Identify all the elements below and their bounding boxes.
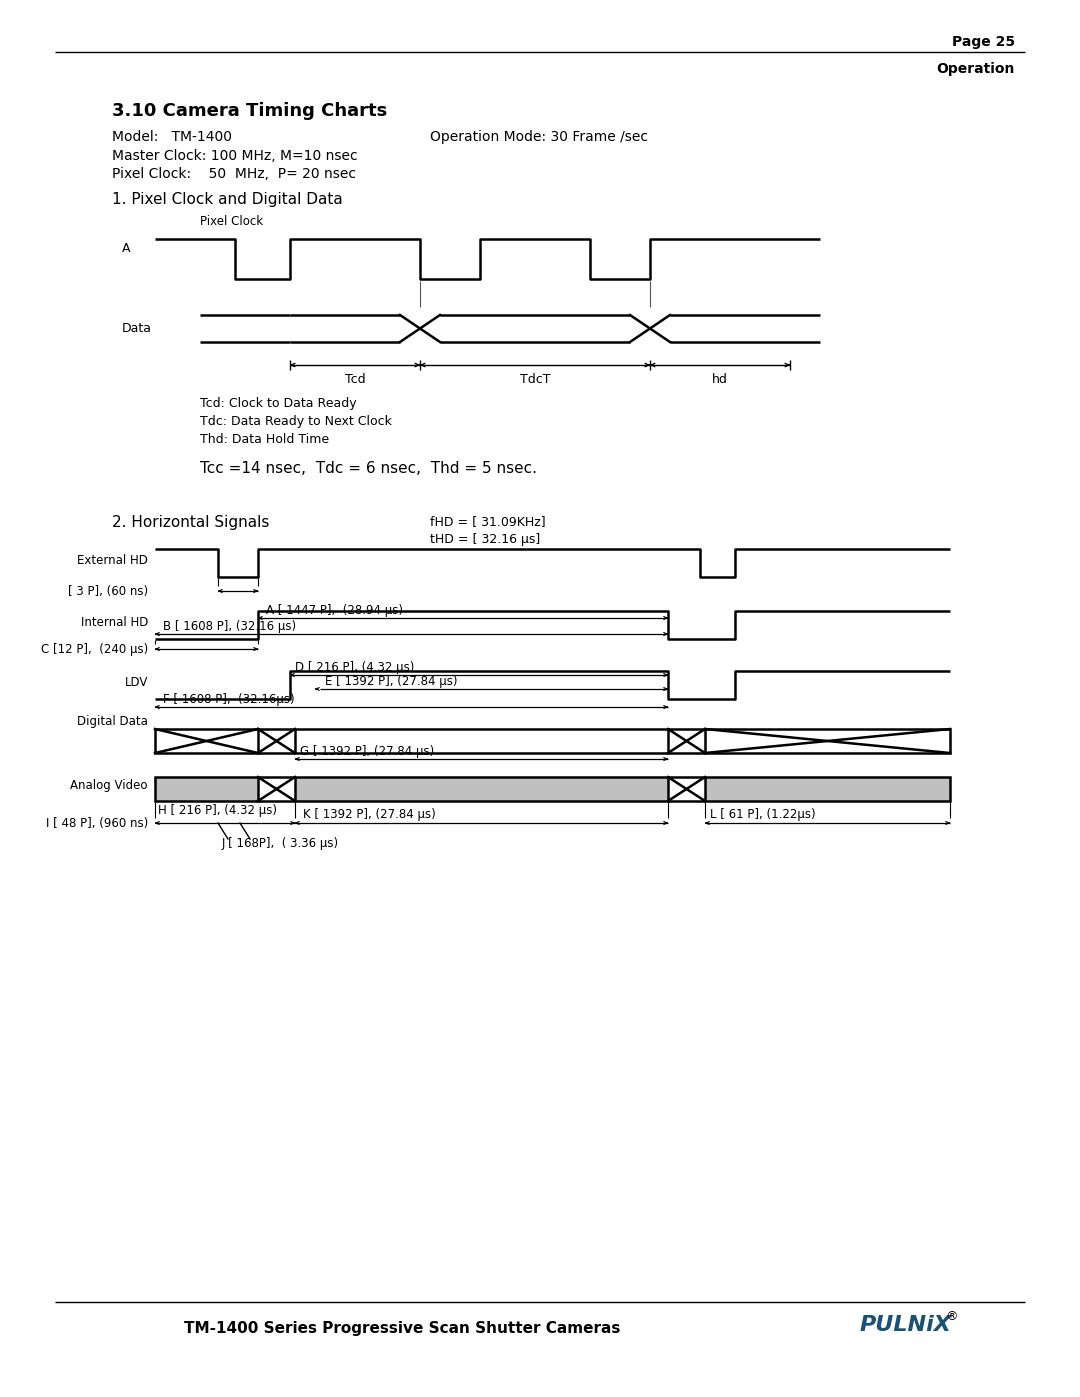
Text: LDV: LDV [124,676,148,689]
Text: I [ 48 P], (960 ns): I [ 48 P], (960 ns) [45,816,148,830]
Text: 3.10 Camera Timing Charts: 3.10 Camera Timing Charts [112,102,388,120]
Text: hd: hd [712,373,728,386]
Text: Pixel Clock: Pixel Clock [200,215,264,228]
Text: Model:   TM-1400: Model: TM-1400 [112,130,232,144]
Text: Internal HD: Internal HD [81,616,148,629]
Text: External HD: External HD [77,553,148,567]
Text: A: A [122,243,131,256]
Text: [ 3 P], (60 ns): [ 3 P], (60 ns) [68,584,148,598]
Text: 1. Pixel Clock and Digital Data: 1. Pixel Clock and Digital Data [112,191,342,207]
Text: ®: ® [945,1310,958,1323]
Text: Thd: Data Hold Time: Thd: Data Hold Time [200,433,329,446]
Text: D [ 216 P], (4.32 μs): D [ 216 P], (4.32 μs) [295,661,415,673]
Text: K [ 1392 P], (27.84 μs): K [ 1392 P], (27.84 μs) [303,807,435,821]
Text: B [ 1608 P], (32.16 μs): B [ 1608 P], (32.16 μs) [163,620,296,633]
Text: C [12 P],  (240 μs): C [12 P], (240 μs) [41,643,148,655]
Text: J [ 168P],  ( 3.36 μs): J [ 168P], ( 3.36 μs) [222,837,339,849]
Text: Pixel Clock:    50  MHz,  P= 20 nsec: Pixel Clock: 50 MHz, P= 20 nsec [112,168,356,182]
Text: Operation: Operation [936,61,1015,75]
Text: Page 25: Page 25 [951,35,1015,49]
Text: H [ 216 P], (4.32 μs): H [ 216 P], (4.32 μs) [158,805,276,817]
Bar [156,777,258,800]
Text: Data: Data [122,323,152,335]
Text: G [ 1392 P], (27.84 μs): G [ 1392 P], (27.84 μs) [300,745,434,759]
Bar [705,729,950,753]
Text: L [ 61 P], (1.22μs): L [ 61 P], (1.22μs) [710,807,815,821]
Bar [156,729,258,753]
Text: F [ 1608 P],  (32.16μs): F [ 1608 P], (32.16μs) [163,693,295,705]
Text: fHD = [ 31.09KHz]: fHD = [ 31.09KHz] [430,515,545,528]
Text: TM-1400 Series Progressive Scan Shutter Cameras: TM-1400 Series Progressive Scan Shutter … [184,1322,620,1337]
Text: Operation Mode: 30 Frame /sec: Operation Mode: 30 Frame /sec [430,130,648,144]
Text: Tcc =14 nsec,  Tdc = 6 nsec,  Thd = 5 nsec.: Tcc =14 nsec, Tdc = 6 nsec, Thd = 5 nsec… [200,461,537,476]
Text: Analog Video: Analog Video [70,780,148,792]
Text: A [ 1447 P],  (28.94 μs): A [ 1447 P], (28.94 μs) [266,604,403,617]
Text: Tcd: Clock to Data Ready: Tcd: Clock to Data Ready [200,397,356,409]
Bar [295,729,669,753]
Text: Tcd: Tcd [345,373,365,386]
Text: tHD = [ 32.16 μs]: tHD = [ 32.16 μs] [430,534,540,546]
Text: Digital Data: Digital Data [77,715,148,728]
Bar [295,777,669,800]
Bar [705,777,950,800]
Text: 2. Horizontal Signals: 2. Horizontal Signals [112,515,269,529]
Text: TdcT: TdcT [519,373,550,386]
Text: E [ 1392 P], (27.84 μs): E [ 1392 P], (27.84 μs) [325,675,458,687]
Text: Tdc: Data Ready to Next Clock: Tdc: Data Ready to Next Clock [200,415,392,427]
Text: Master Clock: 100 MHz, M=10 nsec: Master Clock: 100 MHz, M=10 nsec [112,149,357,163]
Text: PULNiX: PULNiX [860,1315,951,1336]
